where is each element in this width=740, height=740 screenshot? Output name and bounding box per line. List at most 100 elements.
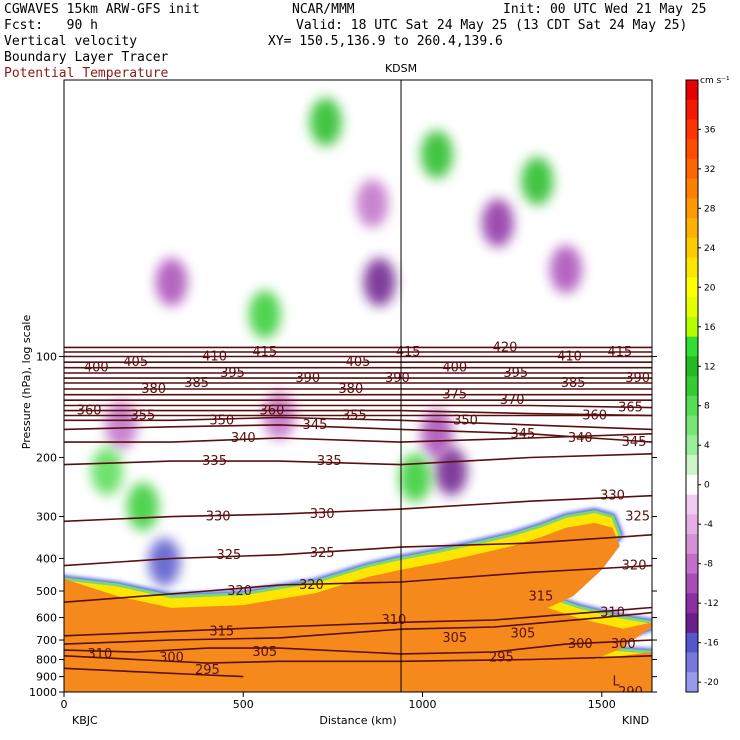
isentrope-315 [64, 606, 652, 637]
model-title: CGWAVES 15km ARW-GFS init [4, 2, 200, 17]
isentrope-label: 390 [385, 371, 410, 386]
isentrope-label: L [613, 674, 621, 689]
isentrope-label: 400 [84, 361, 109, 376]
isentrope-label: 330 [206, 510, 231, 525]
isentrope-label: 410 [557, 349, 582, 364]
isentrope-345 [64, 424, 652, 443]
colorbar-tick-label: 0 [704, 481, 710, 491]
isentrope-label: 355 [130, 409, 155, 424]
isentrope-label: 315 [209, 624, 234, 639]
isentrope-350 [64, 416, 652, 431]
isentrope-label: 335 [202, 454, 227, 469]
isentrope-label: 330 [310, 507, 335, 522]
valid-time: Valid: 18 UTC Sat 24 May 25 (13 CDT Sat … [296, 18, 688, 33]
velocity-cell [91, 447, 124, 496]
isentrope-295 [64, 667, 244, 678]
colorbar-frame [685, 79, 699, 693]
y-tick-label: 1000 [29, 686, 57, 699]
y-tick-label: 200 [36, 451, 57, 464]
colorbar-tick-label: 24 [704, 244, 716, 254]
y-tick-label: 600 [36, 612, 57, 625]
colorbar-swatch [686, 316, 698, 338]
colorbar-tick-label: -20 [704, 678, 719, 688]
colorbar-swatch [686, 514, 698, 535]
isentrope-label: 325 [310, 546, 335, 561]
colorbar-swatch [686, 356, 698, 377]
colorbar-swatch [686, 494, 698, 515]
colorbar-swatch [686, 178, 698, 199]
init-time: Init: 00 UTC Wed 21 May 25 [503, 2, 707, 17]
y-tick-label: 800 [36, 653, 57, 666]
colorbar-tick-label: 12 [704, 362, 715, 372]
isentrope-label: 365 [618, 401, 643, 416]
x-tick-label: 1500 [588, 698, 616, 711]
colorbar-swatch [686, 672, 698, 693]
isentrope-label: 385 [184, 376, 209, 391]
colorbar-swatch [686, 218, 698, 239]
colorbar-tick-label: 32 [704, 165, 715, 175]
isentrope-label: 345 [622, 435, 647, 450]
velocity-cell [105, 400, 138, 449]
isentrope-label: 360 [260, 404, 285, 419]
colorbar-swatch [686, 553, 698, 575]
y-axis-label: Pressure (hPa), log scale [20, 315, 33, 450]
colorbar-swatch [686, 613, 698, 634]
y-tick-label: 400 [36, 552, 57, 565]
isentrope-label: 395 [503, 366, 528, 381]
isentrope-360 [64, 409, 652, 417]
colorbar-swatch [686, 158, 698, 180]
isentrope-label: 300 [611, 637, 636, 652]
isentrope-label: 415 [252, 345, 277, 360]
field-label-potential-temperature: Potential Temperature [4, 66, 169, 81]
isentrope-label: 415 [396, 345, 421, 360]
x-tick-label: 1000 [409, 698, 437, 711]
velocity-cell [549, 245, 582, 294]
isentrope-label: 320 [622, 559, 647, 574]
velocity-cell [521, 157, 554, 206]
colorbar-tick-label: 28 [704, 204, 716, 214]
isentrope-320 [64, 564, 652, 603]
isentrope-label: 310 [381, 613, 406, 628]
y-axis: 100 200 300 400 500 600 700 800 900 1000 [29, 350, 657, 699]
isentrope-label: 380 [338, 382, 363, 397]
isentrope-label: 335 [317, 454, 342, 469]
isentrope-label: 295 [195, 663, 220, 678]
x-axis-label: Distance (km) [319, 714, 396, 727]
isentrope-365 [64, 404, 652, 409]
isentrope-label: 415 [607, 345, 632, 360]
isentrope-label: 320 [227, 584, 252, 599]
colorbar-swatch [686, 534, 698, 555]
isentrope-label: 410 [202, 349, 227, 364]
y-tick-label: 700 [36, 634, 57, 647]
isentrope-label: 340 [231, 431, 256, 446]
isentrope-label: 300 [568, 637, 593, 652]
plot-frame [63, 79, 653, 693]
tracer-core [64, 522, 652, 692]
isentrope-label: 345 [303, 418, 328, 433]
x-axis: 0 500 1000 1500 [61, 692, 616, 711]
colorbar-swatch [686, 455, 698, 476]
y-tick-label: 300 [36, 511, 57, 524]
isentrope-label: 305 [511, 627, 536, 642]
isentrope-label: 305 [252, 645, 277, 660]
isentrope-label: 325 [217, 548, 242, 563]
colorbar: 36 32 28 24 20 16 12 8 4 0 -4 -8 -12 -16 -20 [685, 79, 719, 693]
colorbar-swatch [686, 573, 698, 594]
cross-section-endpoints: XY= 150.5,136.9 to 260.4,139.6 [268, 34, 503, 49]
isentrope-label: 370 [500, 393, 525, 408]
colorbar-swatch [686, 474, 698, 496]
colorbar-swatch [686, 336, 698, 357]
velocity-cell [309, 97, 342, 146]
isentrope-label: 310 [87, 647, 112, 662]
boundary-layer-tracer [64, 508, 652, 692]
isentrope-label: 320 [299, 578, 324, 593]
plot-area: 410 415 405 400 395 390 380 385 405 380 415 390 420 4… [64, 80, 652, 692]
isentrope-label: 395 [220, 366, 245, 381]
isentrope-label: 300 [159, 651, 184, 666]
colorbar-swatch [686, 593, 698, 614]
velocity-cell [126, 482, 159, 531]
velocity-cell [481, 198, 514, 247]
colorbar-swatch [686, 376, 698, 397]
colorbar-tick-label: 20 [704, 283, 716, 293]
